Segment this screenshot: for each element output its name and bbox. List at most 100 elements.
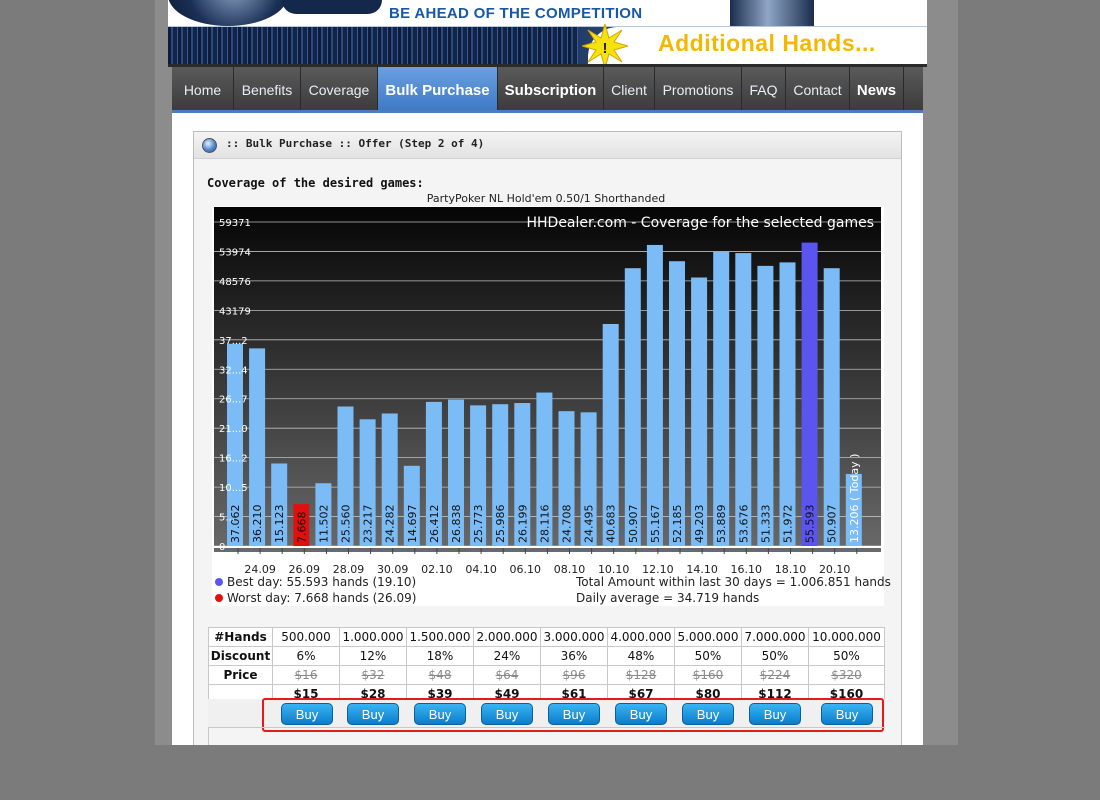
nav-benefits[interactable]: Benefits (234, 67, 301, 110)
nav-client[interactable]: Client (604, 67, 655, 110)
tier-hands: 1.000.000 (339, 627, 407, 647)
tier-old-price: $224 (741, 665, 809, 685)
table-footer-line (208, 727, 885, 745)
buy-button-1-5m[interactable]: Buy (414, 703, 466, 725)
starburst-icon: ! (582, 24, 628, 66)
tier-hands: 4.000.000 (607, 627, 675, 647)
tier-hands: 10.000.000 (808, 627, 885, 647)
bar-value-label: 40.683 (605, 505, 618, 544)
best-day-dot-icon (215, 578, 223, 586)
additional-hands-promo[interactable]: Additional Hands... (658, 30, 876, 56)
buy-button-4m[interactable]: Buy (615, 703, 667, 725)
buy-button-3m[interactable]: Buy (548, 703, 600, 725)
tier-hands: 500.000 (272, 627, 340, 647)
tier-discount: 50% (674, 646, 742, 666)
x-tick-label: 02.10 (421, 563, 453, 576)
tier-old-price: $160 (674, 665, 742, 685)
tier-discount: 18% (406, 646, 474, 666)
bar-06.10 (514, 403, 531, 546)
panel-header: :: Bulk Purchase :: Offer (Step 2 of 4) (194, 132, 901, 159)
x-tick-label: 08.10 (554, 563, 586, 576)
nav-news[interactable]: News (850, 67, 904, 110)
nav-faq[interactable]: FAQ (742, 67, 786, 110)
bar-value-label: 14.697 (406, 505, 419, 544)
coverage-chart: 37.062 36.210 15.123 7.668 11.502 25.560 23.21… (212, 206, 884, 606)
bar-01.10 (403, 465, 420, 546)
x-tick-label: 20.10 (819, 563, 851, 576)
bar-value-label: 50.907 (826, 505, 839, 544)
bar-16.10 (735, 253, 752, 547)
bar-12.10 (646, 244, 663, 546)
bar-14.10 (691, 277, 708, 546)
bar-25.09 (271, 463, 288, 546)
bar-19.10 (801, 242, 818, 546)
bar-value-label: 26.838 (450, 505, 463, 544)
y-tick-label: 43179 (219, 306, 251, 317)
pricing-table: #Hands 500.000 1.000.000 1.500.000 2.000… (208, 627, 885, 704)
nav-contact[interactable]: Contact (786, 67, 850, 110)
panel-title: :: Bulk Purchase :: Offer (Step 2 of 4) (226, 137, 485, 150)
bar-value-label: 49.203 (693, 505, 706, 543)
x-tick-label: 16.10 (731, 563, 763, 576)
nav-subscription[interactable]: Subscription (498, 67, 604, 110)
tier-old-price: $16 (272, 665, 340, 685)
x-tick-label: 26.09 (289, 563, 321, 576)
bar-value-label: 55.167 (649, 505, 662, 544)
tier-old-price: $48 (406, 665, 474, 685)
tier-old-price: $64 (473, 665, 541, 685)
best-day-text: Best day: 55.593 hands (19.10) (227, 575, 417, 589)
buy-button-5m[interactable]: Buy (682, 703, 734, 725)
bar-value-label: 13.206 ( Today ) (848, 454, 861, 543)
tier-discount: 50% (808, 646, 885, 666)
bar-07.10 (536, 392, 553, 546)
chart-title: HHDealer.com - Coverage for the selected… (526, 215, 874, 231)
banner-tagline: BE AHEAD OF THE COMPETITION (389, 5, 643, 22)
bar-03.10 (448, 399, 464, 546)
bar-23.09 (227, 343, 243, 546)
main-nav: Home Benefits Coverage Bulk Purchase Sub… (172, 67, 923, 113)
bar-value-label: 53.676 (737, 505, 750, 544)
x-tick-label: 10.10 (598, 563, 630, 576)
bar-value-label: 25.986 (494, 505, 507, 544)
cylinder-graphic (730, 0, 814, 26)
bar-28.09 (337, 406, 354, 546)
nav-bulk-purchase[interactable]: Bulk Purchase (378, 67, 498, 110)
bar-27.09 (315, 483, 332, 546)
buy-button-7m[interactable]: Buy (749, 703, 801, 725)
bar-value-label: 26.412 (428, 505, 441, 544)
bar-08.10 (558, 411, 575, 546)
discount-row: Discount 6% 12% 18% 24% 36% 48% 50% 50% … (208, 646, 885, 666)
buy-button-10m[interactable]: Buy (821, 703, 873, 725)
y-tick-label: 16...2 (219, 454, 248, 465)
buy-button-2m[interactable]: Buy (481, 703, 533, 725)
bar-value-label: 25.560 (340, 505, 353, 544)
bar-29.09 (359, 419, 376, 546)
x-tick-label: 30.09 (377, 563, 409, 576)
buy-button-1m[interactable]: Buy (347, 703, 399, 725)
chart-legend: Best day: 55.593 hands (19.10) Worst day… (212, 575, 891, 606)
bar-value-label: 28.116 (538, 505, 551, 544)
bar-value-label: 51.333 (759, 505, 772, 544)
banner-divider (168, 64, 927, 67)
bar-value-label: 23.217 (362, 505, 375, 544)
nav-coverage[interactable]: Coverage (301, 67, 378, 110)
y-tick-label: 32...4 (219, 365, 248, 376)
bar-value-label: 24.282 (384, 505, 397, 544)
y-tick-label: 0 (219, 542, 225, 553)
tier-hands: 2.000.000 (473, 627, 541, 647)
coverage-label: Coverage of the desired games: (207, 176, 424, 190)
tier-hands: 5.000.000 (674, 627, 742, 647)
hands-row-label: #Hands (208, 627, 273, 647)
worst-day-text: Worst day: 7.668 hands (26.09) (227, 591, 417, 605)
y-tick-label: 5... (219, 513, 235, 524)
old-price-row: Price $16 $32 $48 $64 $96 $128 $160 $224… (208, 665, 885, 685)
bar-17.10 (757, 265, 774, 546)
starburst-mark: ! (603, 40, 608, 57)
nav-home[interactable]: Home (172, 67, 234, 110)
tier-discount: 24% (473, 646, 541, 666)
bar-10.10 (602, 323, 619, 546)
nav-promotions[interactable]: Promotions (655, 67, 742, 110)
buy-button-500k[interactable]: Buy (281, 703, 333, 725)
y-tick-label: 26...7 (219, 395, 248, 406)
bar-value-label: 37.062 (229, 505, 242, 544)
